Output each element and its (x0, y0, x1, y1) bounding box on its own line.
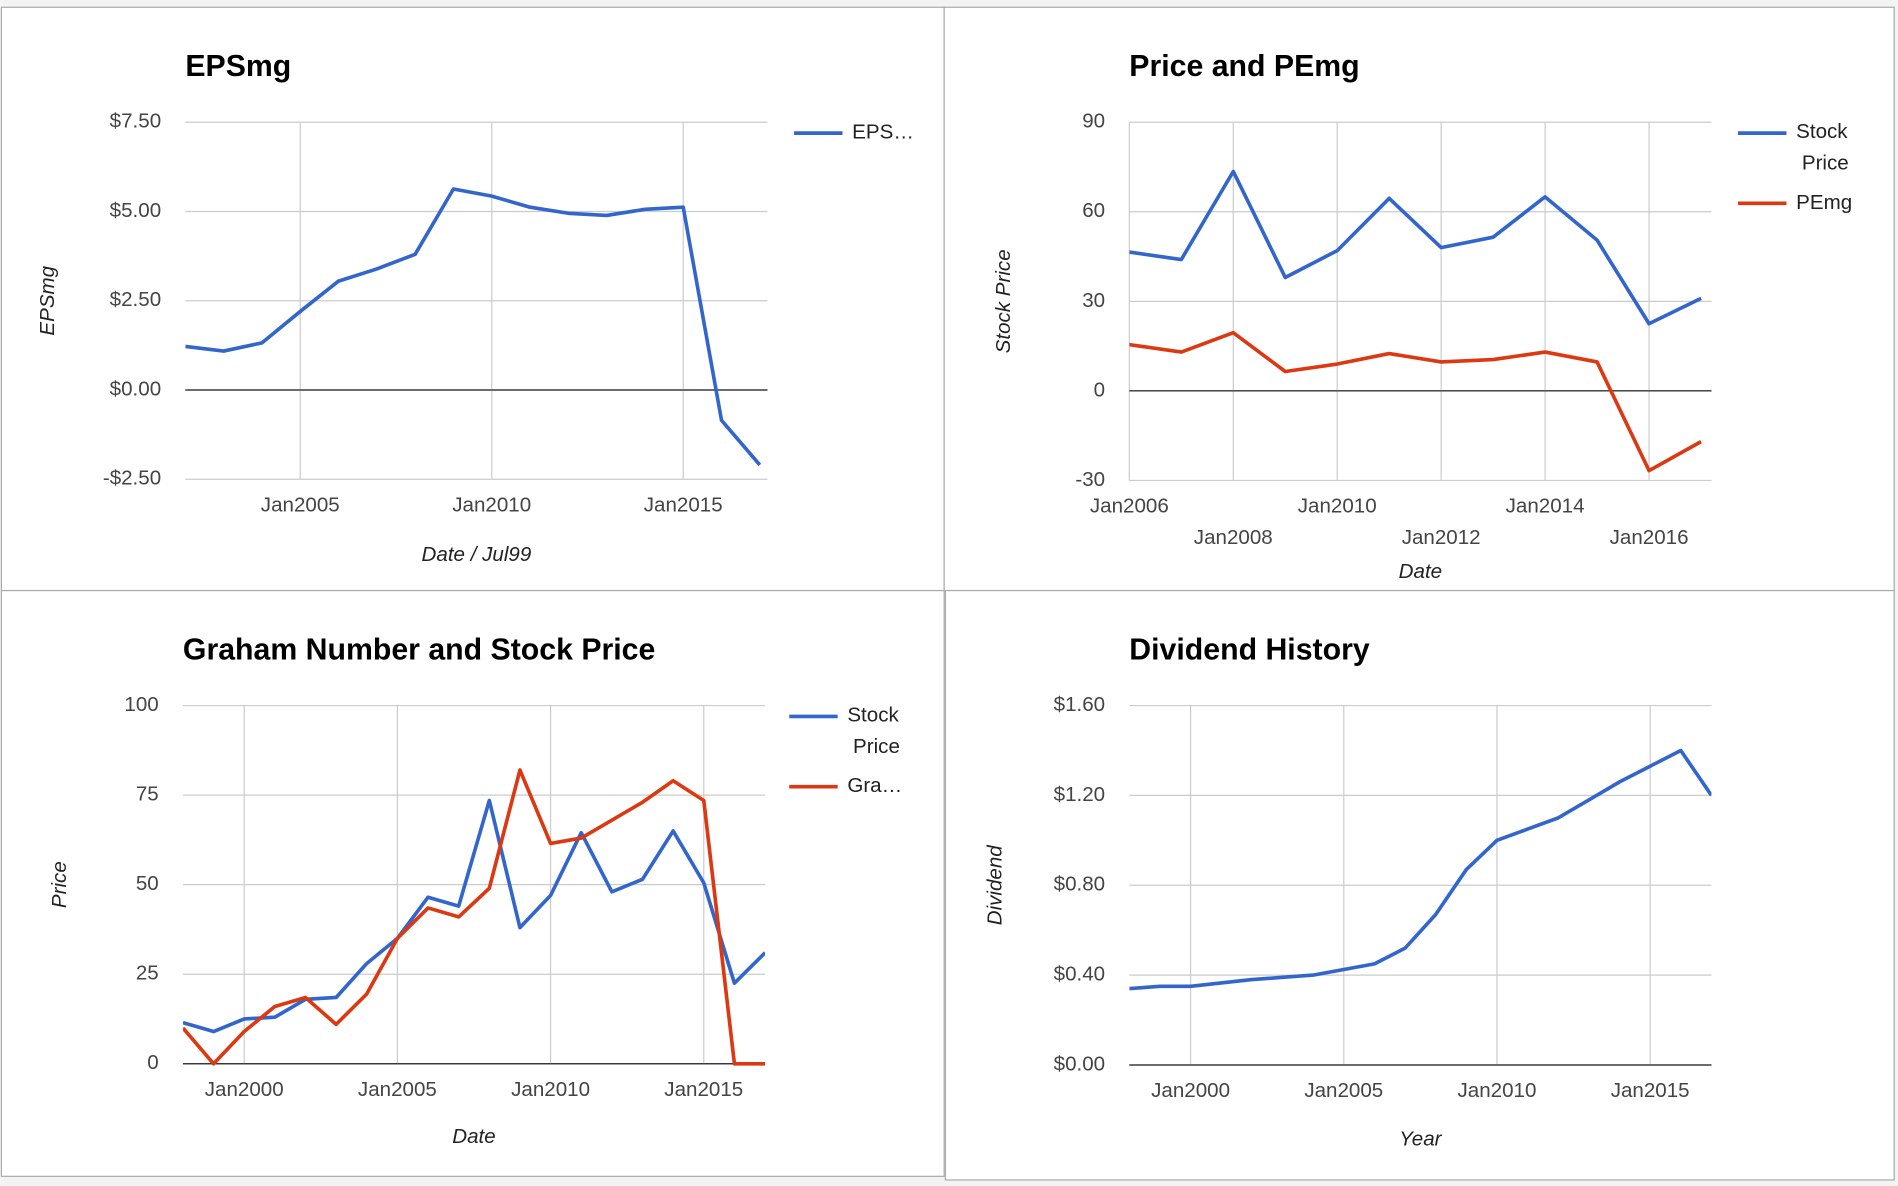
x-tick-label: Jan2015 (644, 493, 723, 516)
legend-label-line: Stock (847, 704, 899, 727)
y-axis-label: Price (48, 861, 71, 908)
chart-title: Price and PEmg (1129, 50, 1359, 83)
y-tick-label: 60 (1082, 199, 1105, 222)
x-tick-label: Jan2006 (1090, 495, 1169, 518)
y-tick-label: $0.00 (1054, 1052, 1105, 1075)
y-tick-label: $1.60 (1054, 693, 1105, 716)
legend-label-line: Price (1796, 152, 1849, 175)
y-tick-label: 90 (1082, 110, 1105, 133)
legend-label-line: Stock (1796, 121, 1848, 144)
legend-label: PEmg (1796, 191, 1852, 214)
y-tick-label: -30 (1075, 468, 1105, 491)
x-axis-label: Date (1399, 560, 1442, 583)
x-tick-label: Jan2014 (1506, 495, 1585, 518)
x-tick-label: Jan2005 (261, 493, 340, 516)
legend-label: EPS… (852, 121, 914, 144)
y-tick-label: -$2.50 (103, 467, 161, 490)
panel (0, 589, 945, 1177)
y-tick-label: 100 (124, 693, 158, 716)
series-line (182, 798, 766, 1034)
y-tick-label: 0 (1094, 378, 1105, 401)
x-axis-label: Date (452, 1125, 495, 1148)
x-tick-label: Jan2015 (664, 1078, 743, 1101)
x-tick-label: Jan2016 (1610, 526, 1689, 549)
y-tick-label: 0 (147, 1051, 158, 1074)
y-tick-label: $0.40 (1054, 963, 1105, 986)
y-tick-label: 75 (136, 783, 159, 806)
y-axis-label: EPSmg (36, 265, 59, 335)
y-tick-label: 50 (136, 872, 159, 895)
chart-title: Graham Number and Stock Price (183, 634, 655, 667)
x-tick-label: Jan2015 (1611, 1079, 1690, 1102)
x-axis-label: Year (1399, 1127, 1442, 1150)
y-tick-label: $7.50 (110, 110, 161, 133)
y-tick-label: $1.20 (1054, 783, 1105, 806)
legend-label: Gra… (847, 774, 902, 797)
panel (943, 6, 1895, 592)
y-tick-label: 25 (136, 962, 159, 985)
series-line (1129, 330, 1702, 473)
x-tick-label: Jan2010 (511, 1078, 590, 1101)
y-axis-label: Dividend (984, 845, 1007, 926)
x-tick-label: Jan2000 (205, 1078, 284, 1101)
x-tick-label: Jan2010 (1458, 1079, 1537, 1102)
y-tick-label: $0.80 (1054, 873, 1105, 896)
legend-label-line: Price (847, 735, 900, 758)
series-line (1129, 169, 1702, 326)
legend-label: Stock Price (1796, 121, 1849, 175)
series-line (182, 768, 766, 1066)
chart-title: Dividend History (1129, 634, 1370, 667)
x-tick-label: Jan2010 (1298, 495, 1377, 518)
y-axis-label: Stock Price (992, 249, 1015, 353)
series-line (185, 187, 762, 467)
y-tick-label: 30 (1082, 289, 1105, 312)
x-tick-label: Jan2000 (1151, 1079, 1230, 1102)
y-tick-label: $0.00 (110, 377, 161, 400)
series-line (1129, 748, 1712, 991)
panel (0, 6, 945, 592)
legend-label: Stock Price (847, 704, 900, 758)
x-tick-label: Jan2008 (1194, 526, 1273, 549)
x-tick-label: Jan2005 (1304, 1079, 1383, 1102)
x-tick-label: Jan2005 (358, 1078, 437, 1101)
y-tick-label: $2.50 (110, 288, 161, 311)
x-tick-label: Jan2012 (1402, 526, 1481, 549)
y-tick-label: $5.00 (110, 199, 161, 222)
x-axis-label: Date / Jul99 (422, 543, 532, 566)
chart-title: EPSmg (185, 50, 291, 83)
x-tick-label: Jan2010 (452, 493, 531, 516)
